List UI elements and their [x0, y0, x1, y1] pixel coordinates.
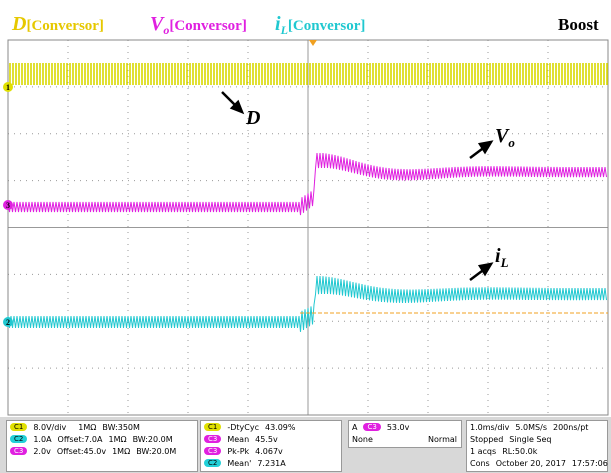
row: C3 Pk-Pk 4.067v: [201, 445, 341, 457]
text: 43.09%: [265, 423, 296, 432]
badge: C3: [204, 447, 221, 455]
status-panel: C1 8.0V/div 1MΩ BW:350M C2 1.0A Offset:7.0A 1MΩ…: [0, 417, 611, 473]
trigger-box: A C3 53.0v None Normal: [348, 420, 462, 448]
badge: C3: [363, 423, 380, 431]
label: D[Conversor]: [11, 13, 104, 35]
text: 7.231A: [257, 459, 285, 468]
text: A: [352, 423, 357, 432]
arrows: [222, 92, 491, 280]
text: Normal: [428, 435, 457, 444]
text: 4.067v: [255, 447, 283, 456]
text: 45.5v: [255, 435, 278, 444]
text: Mean: [227, 435, 249, 444]
text: BW:20.0M: [133, 435, 173, 444]
channel-box: C1 8.0V/div 1MΩ BW:350M C2 1.0A Offset:7.0A 1MΩ…: [6, 420, 198, 472]
text: 2.0v: [33, 447, 50, 456]
row: C3 2.0v Offset:45.0v 1MΩ BW:20.0M: [7, 445, 197, 457]
text: Pk-Pk: [227, 447, 249, 456]
text: 8.0V/div: [33, 423, 66, 432]
text: Cons: [470, 459, 490, 468]
label: Vo[Conversor]: [150, 13, 247, 37]
text: Mean': [227, 459, 251, 468]
text: 5.0MS/s: [515, 423, 547, 432]
text: BW:350M: [102, 423, 140, 432]
marker-label: 3: [6, 201, 10, 210]
annotation: D: [245, 107, 260, 129]
text: 200ns/pt: [553, 423, 588, 432]
row: C2 Mean' 7.231A: [201, 457, 341, 469]
row: C2 1.0A Offset:7.0A 1MΩ BW:20.0M: [7, 433, 197, 445]
waveform: [8, 153, 607, 215]
text: 1 acqs: [470, 447, 496, 456]
row: C3 Mean 45.5v: [201, 433, 341, 445]
badge: C3: [10, 447, 27, 455]
badge: C2: [10, 435, 27, 443]
text: 53.0v: [387, 423, 410, 432]
badge: C1: [204, 423, 221, 431]
title: Boost: [558, 15, 599, 34]
text: None: [352, 435, 373, 444]
text: Offset:7.0A: [58, 435, 103, 444]
scope: D[Conversor] Vo[Conversor] iL[Conversor]…: [0, 0, 611, 417]
text: Stopped: [470, 435, 503, 444]
text: October 20, 2017: [496, 459, 566, 468]
annotation: iL: [495, 245, 509, 270]
text: -DtyCyc: [227, 423, 259, 432]
text: BW:20.0M: [136, 447, 176, 456]
badge: C3: [204, 435, 221, 443]
row: C1 8.0V/div 1MΩ BW:350M: [7, 421, 197, 433]
marker-label: 1: [6, 83, 10, 92]
acq-box: 1.0ms/div 5.0MS/s 200ns/pt Stopped Single S…: [466, 420, 608, 472]
text: 1MΩ: [108, 435, 126, 444]
marker-label: 2: [6, 318, 10, 327]
trigger-marker: [309, 40, 317, 46]
text: RL:50.0k: [502, 447, 537, 456]
annotation: Vo: [495, 125, 515, 150]
badge: C1: [10, 423, 27, 431]
row: C1 -DtyCyc 43.09%: [201, 421, 341, 433]
badge: C2: [204, 459, 221, 467]
waveform: [8, 276, 607, 332]
text: Offset:45.0v: [57, 447, 106, 456]
text: 1MΩ: [112, 447, 130, 456]
text: 1.0ms/div: [470, 423, 509, 432]
page: D[Conversor] Vo[Conversor] iL[Conversor]…: [0, 0, 611, 473]
text: 1MΩ: [78, 423, 96, 432]
text: 1.0A: [33, 435, 51, 444]
label: iL[Conversor]: [275, 13, 365, 37]
text: 17:57:06: [572, 459, 608, 468]
text: Single Seq: [509, 435, 551, 444]
